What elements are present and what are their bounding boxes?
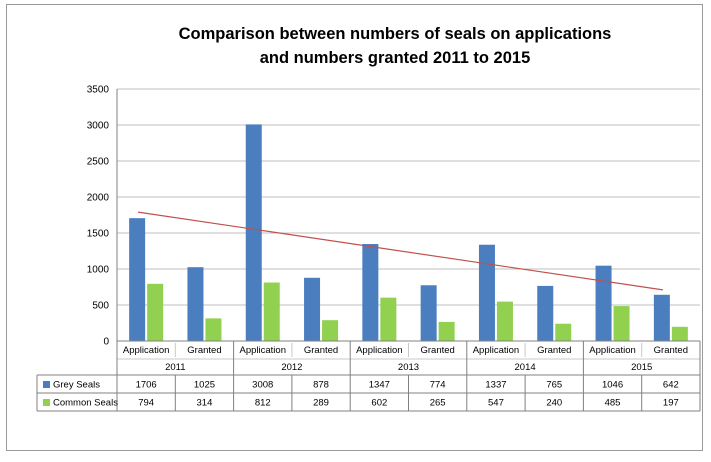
bar-common-seals	[380, 297, 397, 341]
bar-grey-seals	[187, 267, 204, 341]
y-axis-ticks: 0 500 1000 1500 2000 2500 3000 3500	[87, 85, 110, 348]
year-label: 2013	[398, 362, 419, 373]
data-label: 240	[546, 398, 562, 409]
category-label: Granted	[537, 345, 571, 356]
year-label: 2014	[515, 362, 536, 373]
bars	[129, 124, 688, 341]
data-label: 289	[313, 398, 329, 409]
year-label: 2015	[631, 362, 652, 373]
data-label: 1706	[136, 380, 157, 391]
bar-grey-seals	[420, 285, 437, 341]
bar-grey-seals	[362, 244, 379, 341]
y-tick-label: 0	[103, 337, 109, 348]
data-label: 547	[488, 398, 504, 409]
data-label: 1046	[602, 380, 623, 391]
gridlines	[116, 88, 700, 342]
bar-common-seals	[496, 301, 513, 341]
bar-grey-seals	[129, 218, 146, 341]
chart-frame: Comparison between numbers of seals on a…	[6, 4, 703, 451]
chart-title-line-1: Comparison between numbers of seals on a…	[179, 25, 612, 43]
y-tick-label: 3500	[87, 85, 110, 96]
bar-common-seals	[322, 320, 339, 341]
bar-grey-seals	[304, 277, 321, 341]
category-label: Application	[473, 345, 519, 356]
chart-svg: Comparison between numbers of seals on a…	[36, 25, 701, 412]
data-label: 485	[605, 398, 621, 409]
data-label: 794	[138, 398, 154, 409]
category-label: Application	[589, 345, 635, 356]
data-label: 765	[546, 380, 562, 391]
trendline-line	[138, 211, 663, 291]
data-table: Application Granted Application Granted Appl…	[36, 340, 701, 412]
data-label: 314	[197, 398, 213, 409]
category-label: Application	[240, 345, 286, 356]
bar-common-seals	[438, 321, 455, 341]
bar-common-seals	[205, 318, 222, 341]
bar-common-seals	[263, 282, 280, 341]
data-label: 878	[313, 380, 329, 391]
data-label: 602	[371, 398, 387, 409]
data-label: 1025	[194, 380, 215, 391]
category-label: Granted	[304, 345, 338, 356]
data-label: 812	[255, 398, 271, 409]
legend-key-common-seals	[43, 399, 50, 406]
bar-grey-seals	[595, 265, 612, 341]
legend-key-grey-seals	[43, 381, 50, 388]
y-tick-label: 500	[92, 301, 109, 312]
category-label: Application	[356, 345, 402, 356]
category-label: Granted	[420, 345, 454, 356]
data-label: 774	[430, 380, 446, 391]
data-label: 1347	[369, 380, 390, 391]
data-label: 265	[430, 398, 446, 409]
data-label: 642	[663, 380, 679, 391]
trendline	[138, 211, 663, 291]
y-tick-label: 1000	[87, 265, 110, 276]
y-tick-label: 1500	[87, 229, 110, 240]
year-label: 2011	[165, 362, 185, 373]
bar-grey-seals	[653, 294, 670, 341]
y-tick-label: 2500	[87, 157, 110, 168]
legend-label: Grey Seals	[53, 380, 100, 391]
chart-title-line-2: and numbers granted 2011 to 2015	[260, 49, 531, 67]
legend-label: Common Seals	[53, 398, 118, 409]
category-label: Granted	[654, 345, 688, 356]
bar-grey-seals	[478, 244, 495, 341]
data-label: 1337	[485, 380, 506, 391]
data-label: 197	[663, 398, 679, 409]
category-label: Application	[123, 345, 169, 356]
chart-title: Comparison between numbers of seals on a…	[179, 25, 612, 67]
category-label: Granted	[187, 345, 221, 356]
y-tick-label: 2000	[87, 193, 110, 204]
bar-common-seals	[613, 306, 630, 341]
bar-grey-seals	[245, 124, 262, 341]
y-tick-label: 3000	[87, 121, 110, 132]
bar-common-seals	[147, 283, 164, 341]
year-label: 2012	[281, 362, 302, 373]
bar-grey-seals	[537, 285, 554, 341]
data-label: 3008	[252, 380, 273, 391]
bar-common-seals	[555, 323, 572, 341]
bar-common-seals	[671, 326, 688, 341]
